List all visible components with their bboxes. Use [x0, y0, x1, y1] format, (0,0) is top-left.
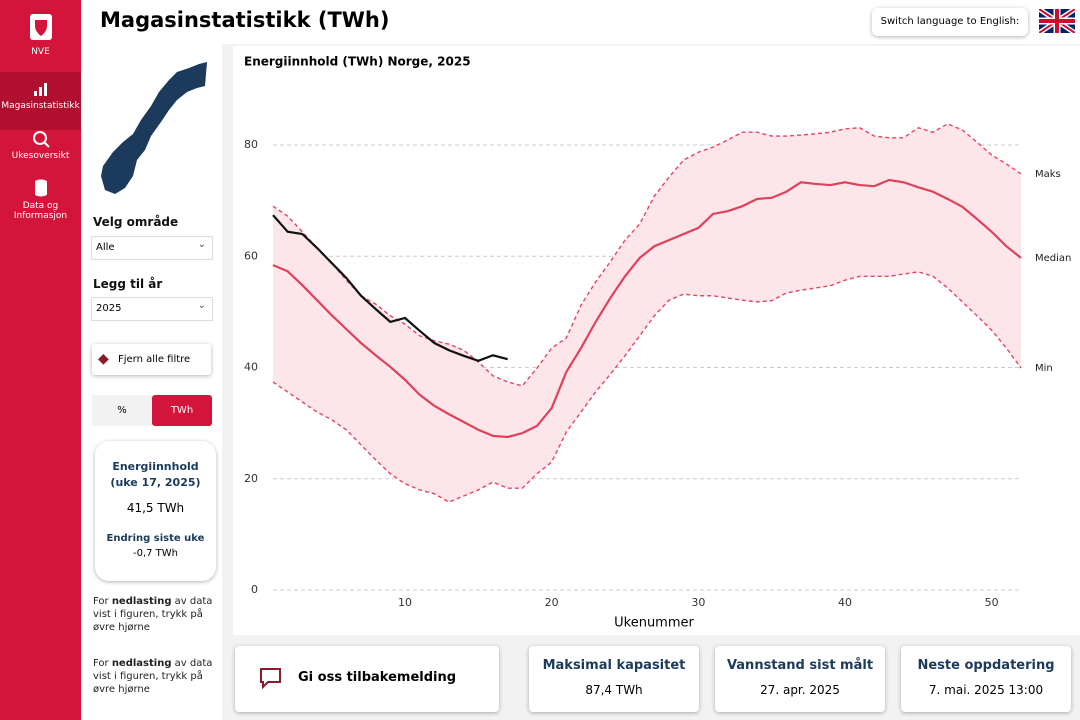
- clear-text: Fjern alle filtre: [118, 354, 191, 365]
- info-value: 7. mai. 2025 13:00: [928, 683, 1044, 697]
- nav-item[interactable]: Magasinstatistikk: [0, 72, 81, 130]
- info-card: Neste oppdatering 7. mai. 2025 13:00: [901, 646, 1071, 712]
- y-tick-label: 0: [251, 583, 258, 596]
- range-band: [273, 123, 1021, 503]
- kpi-change-label: Endring siste uke: [106, 533, 205, 544]
- note-text: For: [93, 658, 112, 669]
- series-line: [272, 214, 508, 362]
- norway-map: [101, 62, 207, 194]
- note: For nedlasting av data vist i figuren, t…: [93, 657, 215, 696]
- clear-filters[interactable]: ◆ Fjern alle filtre: [92, 344, 211, 375]
- info-title: Vannstand sist målt: [726, 658, 874, 673]
- info-title: Maksimal kapasitet: [542, 658, 686, 673]
- info-value: 87,4 TWh: [585, 683, 643, 697]
- note-text: For: [93, 596, 112, 607]
- info-card: Vannstand sist målt 27. apr. 2025: [715, 646, 885, 712]
- info-value: 27. apr. 2025: [760, 683, 840, 697]
- kpi-title: Energiinnhold (uke 17, 2025): [110, 460, 201, 489]
- unit-toggle[interactable]: TWh: [152, 395, 212, 426]
- sidebar: NVE Magasinstatistikk Ukesoversikt Data …: [0, 0, 81, 720]
- note-bold: nedlasting: [111, 658, 172, 669]
- uk-flag[interactable]: [1039, 9, 1075, 33]
- info-title: Neste oppdatering: [917, 658, 1055, 673]
- series-label: Median: [1035, 253, 1071, 264]
- chat-icon: [260, 668, 281, 690]
- note-bold: nedlasting: [111, 596, 172, 607]
- x-tick-label: 40: [838, 596, 852, 609]
- series-label: Min: [1035, 363, 1053, 374]
- filter-panel: [81, 44, 222, 720]
- chart-title: Energiinnhold (TWh) Norge, 2025: [244, 55, 471, 69]
- eraser-icon: ◆: [98, 351, 109, 367]
- logo-icon: [29, 14, 52, 40]
- icon: [34, 179, 47, 197]
- x-tick-label: 10: [398, 596, 412, 609]
- page-title: Magasinstatistikk (TWh): [100, 8, 390, 32]
- x-tick-label: 20: [545, 596, 559, 609]
- chart: Energiinnhold (TWh) Norge, 2025 Ukenumme…: [244, 55, 1071, 631]
- note-text: av data vist i figuren, trykk på øvre hj…: [93, 658, 213, 695]
- logo: NVE: [0, 12, 81, 57]
- note: For nedlasting av data vist i figuren, t…: [93, 595, 215, 634]
- logo-text: NVE: [31, 47, 50, 57]
- series-label: Maks: [1035, 169, 1061, 180]
- nav-label: Data og Informasjon: [13, 201, 68, 221]
- y-tick-label: 40: [244, 361, 258, 374]
- note-text: av data vist i figuren, trykk på øvre hj…: [93, 596, 213, 633]
- x-tick-label: 30: [691, 596, 705, 609]
- year-label: Legg til år: [93, 277, 163, 291]
- chevron: ⌄: [197, 300, 206, 311]
- kpi-value: 41,5 TWh: [126, 501, 185, 515]
- y-tick-label: 60: [244, 249, 258, 262]
- y-tick-label: 20: [244, 472, 258, 485]
- feedback-text: Gi oss tilbakemelding: [298, 670, 457, 685]
- x-tick-label: 50: [985, 596, 999, 609]
- nav-item[interactable]: Ukesoversikt: [0, 130, 81, 161]
- icon: [33, 83, 47, 96]
- feedback-button[interactable]: Gi oss tilbakemelding: [235, 646, 499, 712]
- nav-item[interactable]: Data og Informasjon: [0, 178, 81, 221]
- info-card: Maksimal kapasitet 87,4 TWh: [529, 646, 699, 712]
- year-value: 2025: [96, 303, 122, 314]
- area-label: Velg område: [93, 215, 179, 229]
- kpi-change-value: -0,7 TWh: [132, 548, 179, 559]
- kpi-card: Energiinnhold (uke 17, 2025) 41,5 TWh En…: [95, 441, 216, 581]
- nav-label: Magasinstatistikk: [1, 101, 80, 111]
- series-line: [272, 178, 1022, 439]
- area-value: Alle: [96, 242, 115, 253]
- unit-toggle[interactable]: %: [92, 395, 152, 426]
- series-line: [272, 271, 1022, 503]
- chevron: ⌄: [197, 239, 206, 250]
- area-select[interactable]: Alle ⌄: [91, 236, 213, 260]
- y-tick-label: 80: [244, 138, 258, 151]
- language-button[interactable]: Switch language to English:: [872, 8, 1028, 36]
- x-axis-label: Ukenummer: [614, 616, 694, 631]
- year-select[interactable]: 2025 ⌄: [91, 297, 213, 321]
- nav-label: Ukesoversikt: [11, 151, 70, 161]
- icon: [32, 131, 50, 148]
